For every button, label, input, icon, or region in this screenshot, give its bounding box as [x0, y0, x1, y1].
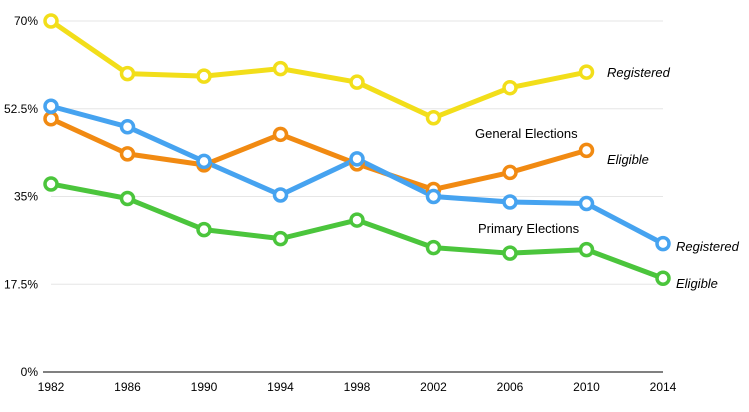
data-point [272, 187, 289, 203]
x-tick-label: 1986 [114, 380, 141, 394]
x-tick-label: 2002 [420, 380, 447, 394]
data-point [119, 65, 136, 82]
series-line [48, 18, 589, 121]
gridlines [51, 20, 663, 285]
data-point [272, 230, 289, 247]
data-point [425, 188, 442, 205]
x-tick-label: 1982 [38, 380, 65, 394]
y-tick-label: 52.5% [4, 102, 38, 116]
data-point [578, 142, 595, 159]
data-point [272, 60, 289, 77]
x-tick-label: 2006 [497, 380, 524, 394]
data-point [196, 68, 212, 84]
data-point [655, 235, 671, 252]
data-point [655, 270, 671, 286]
data-point [578, 241, 595, 258]
series-label-primary-eligible: Eligible [676, 276, 718, 291]
data-point [272, 126, 289, 143]
x-tick-label: 2014 [650, 380, 677, 394]
data-point [349, 151, 365, 167]
data-point [196, 221, 212, 238]
data-point [349, 74, 365, 90]
data-point [119, 119, 136, 135]
data-point [43, 13, 59, 29]
data-point [349, 212, 365, 228]
data-point [502, 164, 518, 181]
data-point [578, 64, 595, 80]
data-point [578, 195, 595, 212]
data-point [43, 176, 59, 192]
annotation-general-elections: General Elections [475, 126, 578, 141]
y-tick-label: 70% [14, 14, 38, 28]
data-point [425, 110, 442, 126]
y-tick-label: 35% [14, 190, 38, 204]
series-label-general-registered: Registered [607, 65, 671, 80]
series-line [48, 116, 589, 192]
data-point [119, 146, 136, 162]
annotation-primary-elections: Primary Elections [478, 221, 580, 236]
x-axis-tick-labels: 1982 1986 1990 1994 1998 2002 2006 2010 2014 [38, 380, 677, 394]
y-axis-tick-labels: 0% 17.5% 35% 52.5% 70% [4, 14, 38, 379]
data-point [43, 98, 59, 114]
data-point [502, 194, 518, 210]
data-point [196, 153, 212, 170]
data-point [43, 111, 59, 127]
y-tick-label: 17.5% [4, 277, 38, 291]
data-point [502, 79, 518, 96]
x-tick-label: 2010 [573, 380, 600, 394]
series-label-general-eligible: Eligible [607, 152, 649, 167]
series-lines [48, 18, 666, 281]
data-point [502, 245, 518, 261]
x-tick-label: 1990 [191, 380, 218, 394]
y-tick-label: 0% [21, 365, 39, 379]
data-points [43, 13, 671, 286]
x-tick-label: 1998 [344, 380, 371, 394]
x-tick-label: 1994 [267, 380, 294, 394]
data-point [119, 190, 136, 207]
data-point [425, 239, 442, 256]
series-label-primary-registered: Registered [676, 239, 740, 254]
